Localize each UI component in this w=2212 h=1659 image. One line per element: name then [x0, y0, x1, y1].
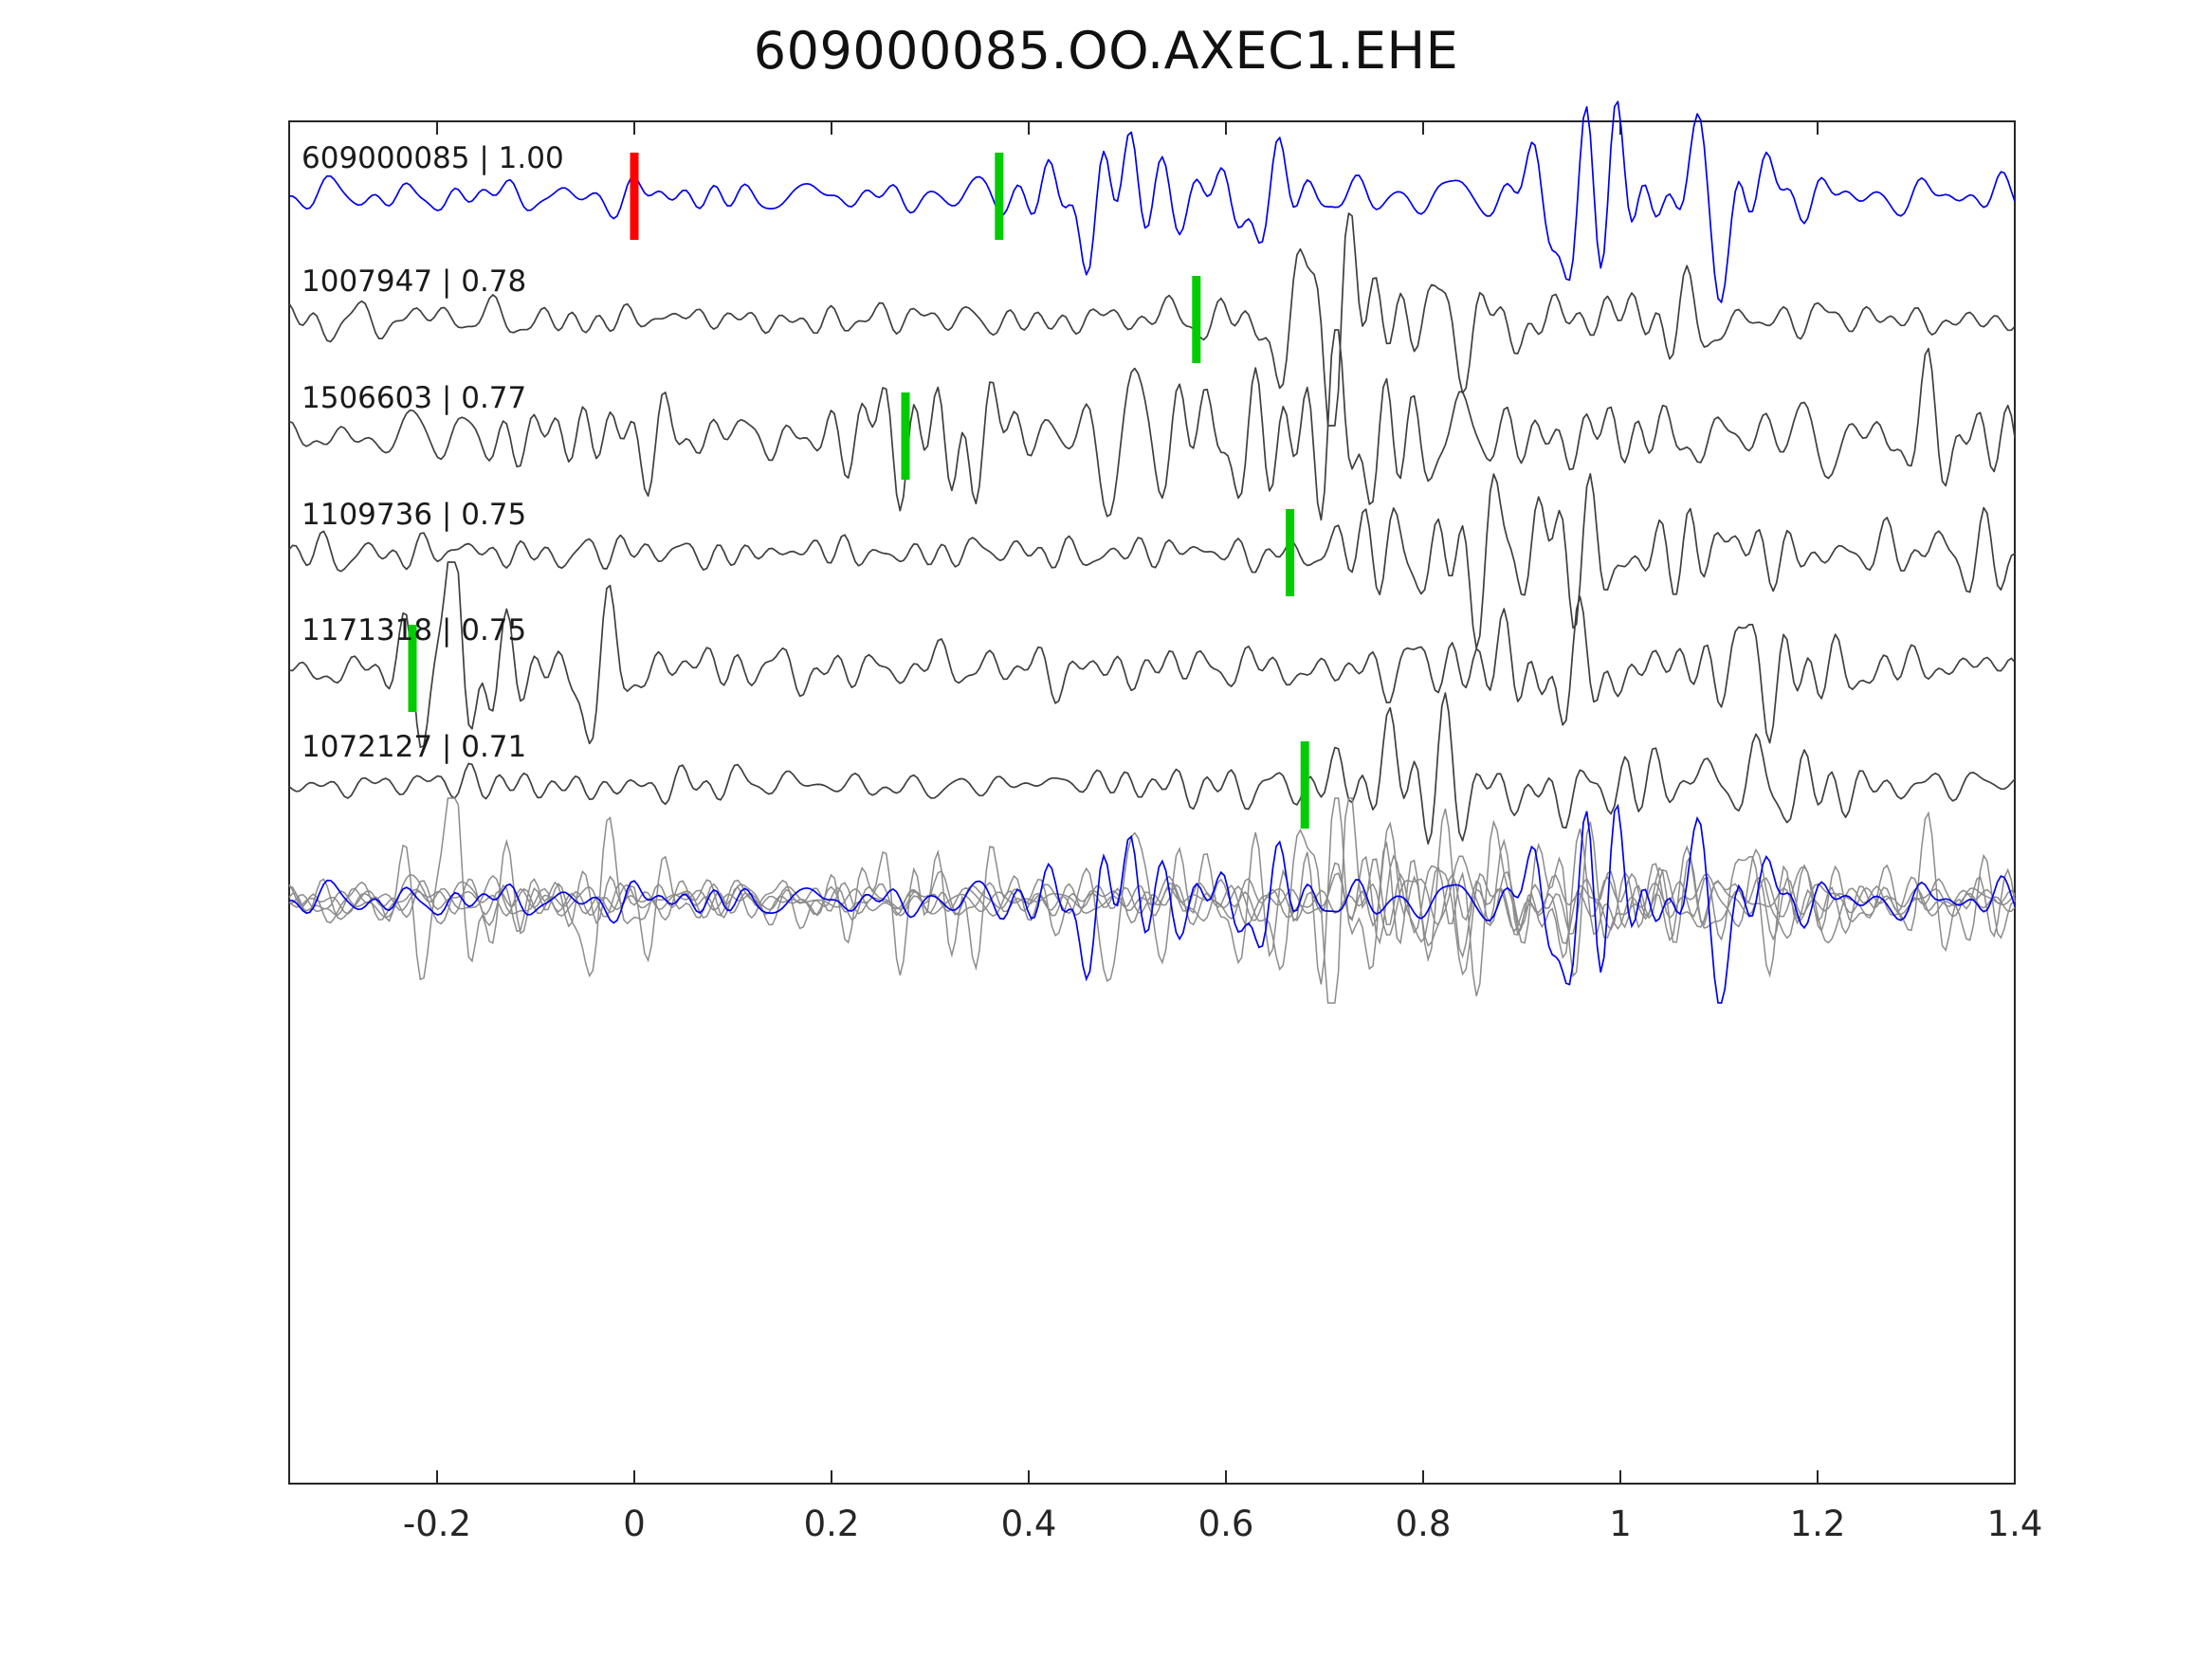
- axes-box: [288, 120, 2016, 1485]
- trace-waveform-1171318: [288, 561, 2016, 749]
- pick-time-marker-1506603: [901, 392, 910, 480]
- trace-label-609000085: 609000085 | 1.00: [302, 141, 564, 175]
- trace-waveform-609000085: [288, 100, 2016, 303]
- figure-title: 609000085.OO.AXEC1.EHE: [753, 21, 1459, 81]
- x-tick-label: 0.4: [1001, 1504, 1057, 1544]
- x-tick-label: 1: [1609, 1504, 1632, 1544]
- trace-label-1109736: 1109736 | 0.75: [302, 498, 526, 532]
- trace-waveform-1506603: [288, 329, 2016, 521]
- trace-waveform-1109736: [288, 473, 2016, 649]
- x-tick-label: 1.4: [1987, 1504, 2043, 1544]
- pick-time-marker-609000085: [995, 153, 1004, 240]
- trace-label-1171318: 1171318 | 0.75: [302, 613, 526, 647]
- overlay-waveform-1171318: [288, 797, 2016, 981]
- x-tick-label: 0.6: [1198, 1504, 1254, 1544]
- pick-time-marker-1007947: [1192, 276, 1201, 363]
- trace-label-1072127: 1072127 | 0.71: [302, 730, 526, 764]
- overlay-waveform-1072127: [288, 808, 2016, 963]
- pick-time-marker-1171318: [408, 625, 417, 712]
- trace-waveform-1072127: [288, 692, 2016, 845]
- overlay-waveform-reference: [288, 803, 2016, 1004]
- x-tick-label: 0.8: [1396, 1504, 1452, 1544]
- overlay-waveform-1506603: [288, 797, 2016, 985]
- x-tick-label: -0.2: [403, 1504, 471, 1544]
- trace-waveform-1007947: [288, 212, 2016, 427]
- pick-time-marker-1072127: [1300, 741, 1309, 829]
- pick-time-marker-1109736: [1286, 509, 1295, 596]
- reference-time-marker: [630, 153, 639, 240]
- x-tick-label: 1.2: [1790, 1504, 1846, 1544]
- x-tick-label: 0.2: [804, 1504, 860, 1544]
- trace-label-1007947: 1007947 | 0.78: [302, 264, 526, 299]
- trace-label-1506603: 1506603 | 0.77: [302, 381, 526, 415]
- x-tick-label: 0: [623, 1504, 646, 1544]
